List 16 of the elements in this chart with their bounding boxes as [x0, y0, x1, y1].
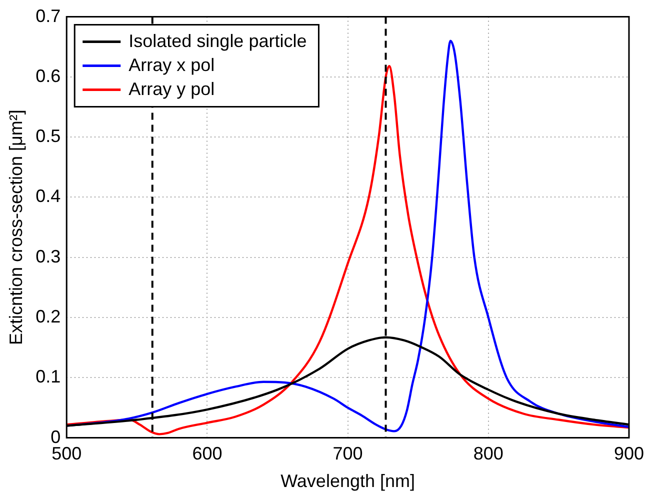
x-tick-label: 800 [473, 444, 504, 464]
legend-label: Isolated single particle [128, 30, 307, 51]
x-tick-label: 900 [614, 444, 644, 464]
y-tick-label: 0.2 [36, 306, 61, 326]
y-tick-label: 0.4 [36, 186, 61, 206]
y-axis-title: Exticntion cross-section [μm²] [6, 110, 26, 346]
legend-label: Array x pol [128, 54, 215, 75]
legend-label: Array y pol [128, 78, 215, 99]
y-tick-label: 0.3 [36, 246, 61, 266]
x-tick-label: 700 [332, 444, 363, 464]
x-tick-label: 600 [192, 444, 222, 464]
y-tick-label: 0.1 [36, 366, 61, 387]
y-tick-label: 0.5 [36, 126, 61, 146]
y-tick-label: 0.7 [36, 6, 61, 26]
x-axis-title: Wavelength [nm] [280, 471, 416, 492]
y-tick-label: 0.6 [36, 66, 61, 86]
